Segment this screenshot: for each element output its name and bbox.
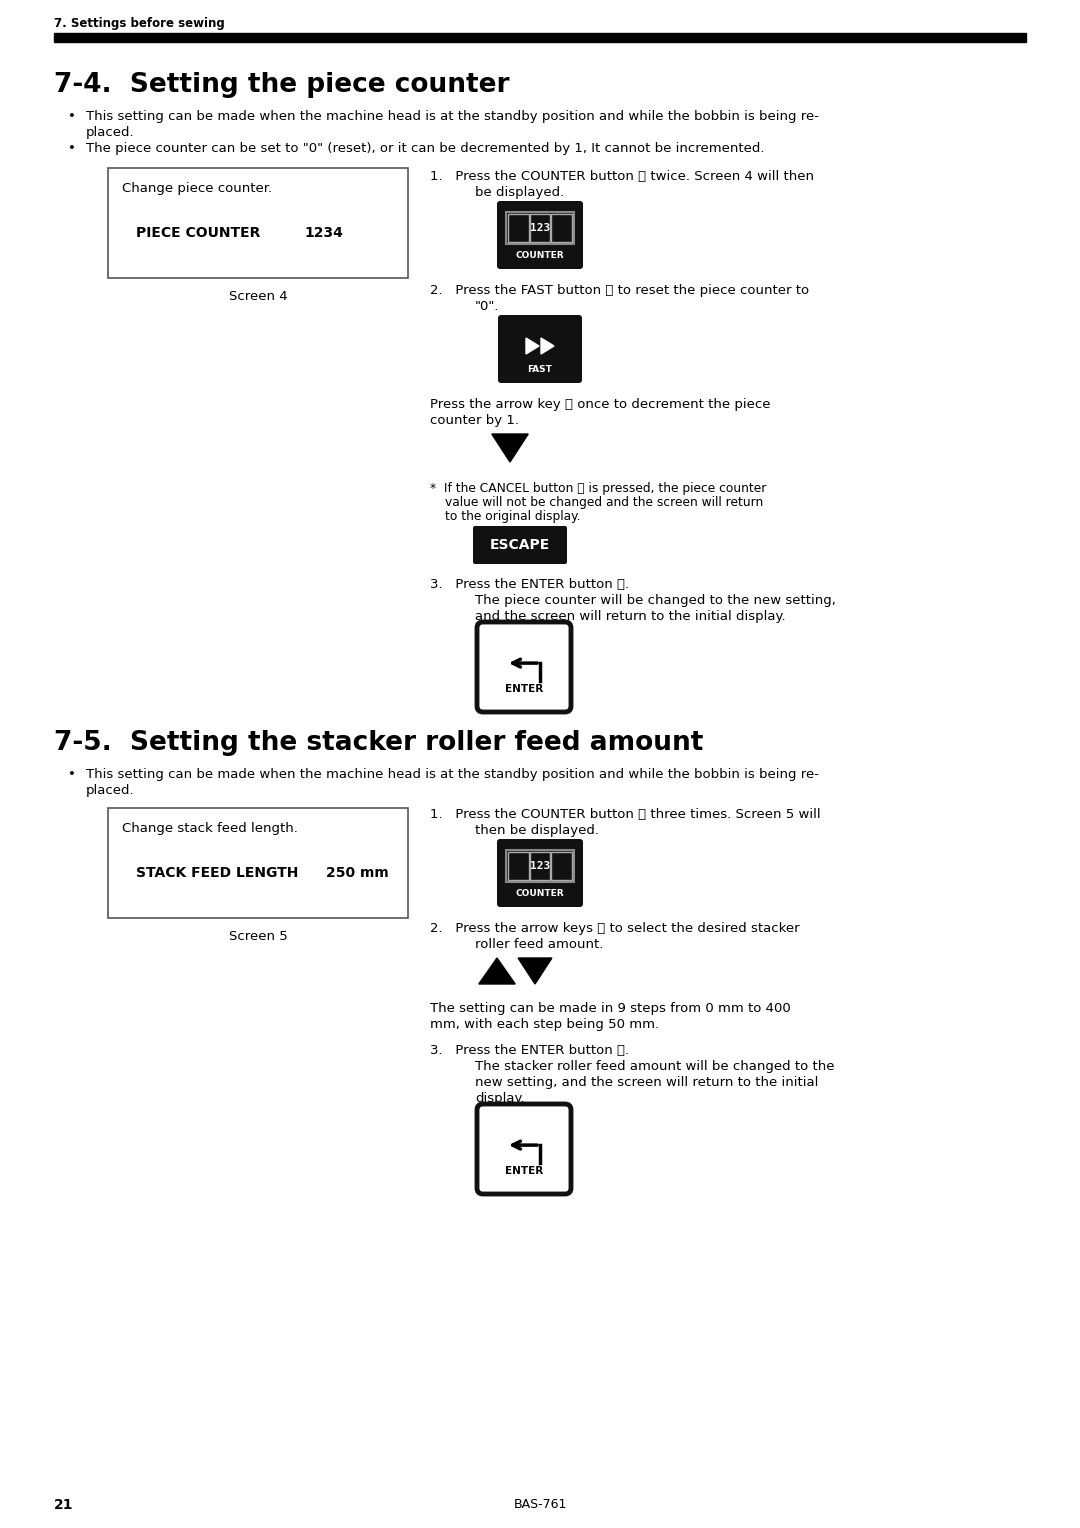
FancyBboxPatch shape bbox=[529, 853, 551, 880]
Text: Press the arrow key Ⓗ once to decrement the piece: Press the arrow key Ⓗ once to decrement … bbox=[430, 397, 770, 411]
Text: Change stack feed length.: Change stack feed length. bbox=[122, 822, 298, 834]
Text: to the original display.: to the original display. bbox=[445, 510, 581, 523]
Text: BAS-761: BAS-761 bbox=[513, 1497, 567, 1511]
FancyBboxPatch shape bbox=[497, 839, 583, 908]
Bar bbox=[54, 34, 1026, 41]
Text: and the screen will return to the initial display.: and the screen will return to the initia… bbox=[475, 610, 785, 623]
FancyBboxPatch shape bbox=[507, 850, 573, 882]
Text: 3.   Press the ENTER button Ⓚ.: 3. Press the ENTER button Ⓚ. bbox=[430, 578, 630, 591]
Text: roller feed amount.: roller feed amount. bbox=[475, 938, 604, 950]
Polygon shape bbox=[526, 338, 539, 354]
Text: COUNTER: COUNTER bbox=[515, 251, 565, 260]
Text: Screen 5: Screen 5 bbox=[229, 931, 287, 943]
FancyBboxPatch shape bbox=[473, 526, 567, 564]
FancyBboxPatch shape bbox=[529, 214, 551, 243]
FancyBboxPatch shape bbox=[497, 202, 583, 269]
FancyBboxPatch shape bbox=[508, 214, 529, 243]
Text: 1234: 1234 bbox=[303, 226, 342, 240]
FancyBboxPatch shape bbox=[498, 315, 582, 384]
FancyBboxPatch shape bbox=[551, 853, 572, 880]
Text: The piece counter can be set to "0" (reset), or it can be decremented by 1, It c: The piece counter can be set to "0" (res… bbox=[86, 142, 765, 154]
Text: FAST: FAST bbox=[527, 365, 553, 374]
FancyBboxPatch shape bbox=[477, 1105, 571, 1193]
Text: The stacker roller feed amount will be changed to the: The stacker roller feed amount will be c… bbox=[475, 1060, 835, 1073]
Text: display.: display. bbox=[475, 1093, 525, 1105]
Text: ENTER: ENTER bbox=[504, 1166, 543, 1177]
Text: This setting can be made when the machine head is at the standby position and wh: This setting can be made when the machin… bbox=[86, 769, 819, 781]
Text: *  If the CANCEL button Ⓙ is pressed, the piece counter: * If the CANCEL button Ⓙ is pressed, the… bbox=[430, 481, 767, 495]
Bar bbox=[108, 168, 408, 278]
Text: STACK FEED LENGTH: STACK FEED LENGTH bbox=[136, 866, 298, 880]
Text: 1.   Press the COUNTER button Ⓒ three times. Screen 5 will: 1. Press the COUNTER button Ⓒ three time… bbox=[430, 808, 821, 821]
Text: placed.: placed. bbox=[86, 784, 135, 798]
Text: mm, with each step being 50 mm.: mm, with each step being 50 mm. bbox=[430, 1018, 659, 1031]
Text: •: • bbox=[68, 769, 76, 781]
Text: COUNTER: COUNTER bbox=[515, 889, 565, 898]
Text: 2.   Press the arrow keys Ⓗ to select the desired stacker: 2. Press the arrow keys Ⓗ to select the … bbox=[430, 921, 799, 935]
Text: ESCAPE: ESCAPE bbox=[490, 538, 550, 552]
FancyBboxPatch shape bbox=[507, 212, 573, 244]
Text: Change piece counter.: Change piece counter. bbox=[122, 182, 272, 196]
Text: 123: 123 bbox=[530, 862, 550, 871]
FancyBboxPatch shape bbox=[477, 622, 571, 712]
Text: •: • bbox=[68, 142, 76, 154]
Polygon shape bbox=[541, 338, 554, 354]
Text: 7-4.  Setting the piece counter: 7-4. Setting the piece counter bbox=[54, 72, 510, 98]
Text: value will not be changed and the screen will return: value will not be changed and the screen… bbox=[445, 497, 764, 509]
Text: ENTER: ENTER bbox=[504, 685, 543, 694]
Polygon shape bbox=[518, 958, 552, 984]
Text: The piece counter will be changed to the new setting,: The piece counter will be changed to the… bbox=[475, 594, 836, 607]
Text: be displayed.: be displayed. bbox=[475, 186, 564, 199]
Polygon shape bbox=[478, 958, 515, 984]
Text: •: • bbox=[68, 110, 76, 122]
Text: placed.: placed. bbox=[86, 125, 135, 139]
Text: counter by 1.: counter by 1. bbox=[430, 414, 519, 426]
Text: 21: 21 bbox=[54, 1497, 73, 1513]
Text: then be displayed.: then be displayed. bbox=[475, 824, 599, 837]
Text: Screen 4: Screen 4 bbox=[229, 290, 287, 303]
Text: 123: 123 bbox=[530, 223, 550, 234]
Polygon shape bbox=[491, 434, 528, 461]
Text: 2.   Press the FAST button Ⓗ to reset the piece counter to: 2. Press the FAST button Ⓗ to reset the … bbox=[430, 284, 809, 296]
Text: 250 mm: 250 mm bbox=[326, 866, 389, 880]
FancyBboxPatch shape bbox=[551, 214, 572, 243]
Text: new setting, and the screen will return to the initial: new setting, and the screen will return … bbox=[475, 1076, 819, 1089]
Text: 3.   Press the ENTER button Ⓚ.: 3. Press the ENTER button Ⓚ. bbox=[430, 1044, 630, 1057]
Bar bbox=[108, 808, 408, 918]
FancyBboxPatch shape bbox=[508, 853, 529, 880]
Text: 1.   Press the COUNTER button Ⓒ twice. Screen 4 will then: 1. Press the COUNTER button Ⓒ twice. Scr… bbox=[430, 170, 814, 183]
Text: 7-5.  Setting the stacker roller feed amount: 7-5. Setting the stacker roller feed amo… bbox=[54, 730, 703, 756]
Text: This setting can be made when the machine head is at the standby position and wh: This setting can be made when the machin… bbox=[86, 110, 819, 122]
Text: PIECE COUNTER: PIECE COUNTER bbox=[136, 226, 260, 240]
Text: "0".: "0". bbox=[475, 299, 499, 313]
Text: 7. Settings before sewing: 7. Settings before sewing bbox=[54, 17, 225, 31]
Text: The setting can be made in 9 steps from 0 mm to 400: The setting can be made in 9 steps from … bbox=[430, 1002, 791, 1015]
